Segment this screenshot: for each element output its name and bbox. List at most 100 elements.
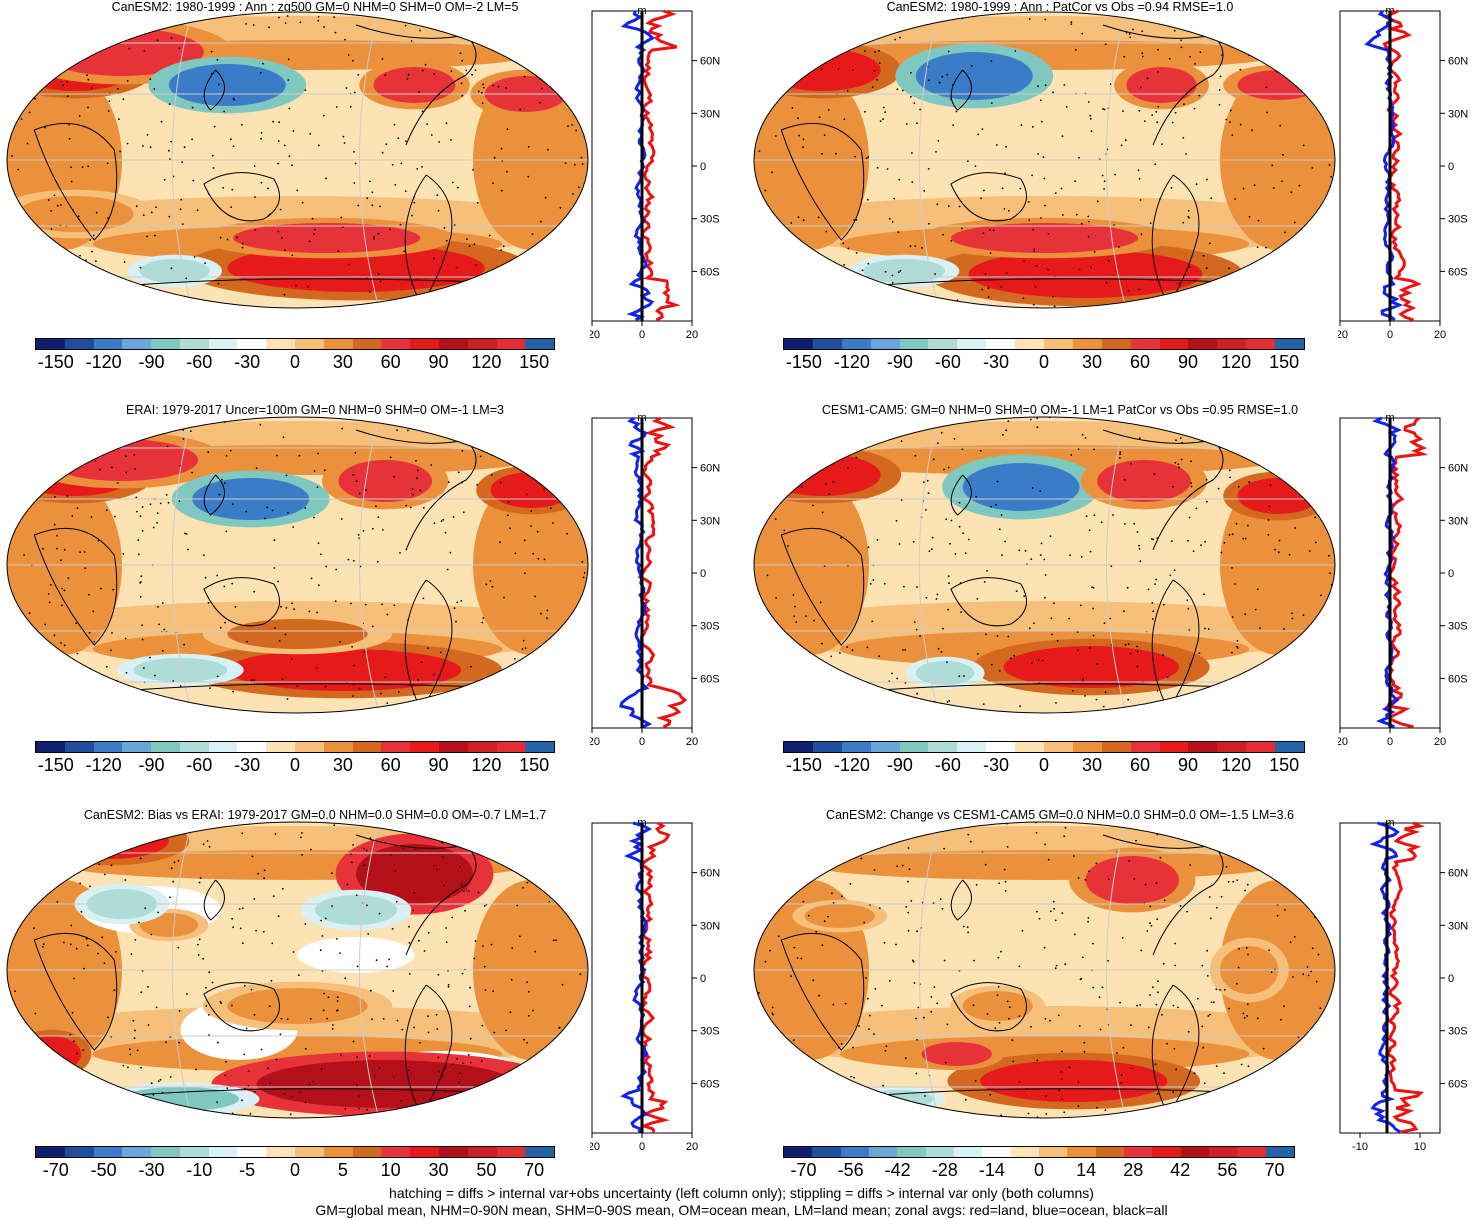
- zonal-land-line: [1382, 9, 1422, 322]
- field-contour: [1126, 67, 1197, 103]
- colorbar-swatch: [1038, 1147, 1068, 1157]
- colorbar-swatch: [323, 1147, 353, 1157]
- colorbar-swatch: [870, 742, 900, 752]
- colorbar-swatch: [323, 742, 353, 752]
- map-plot: [6, 416, 589, 714]
- zonal-y-tick-label: 30S: [700, 621, 720, 633]
- colorbar-label: 60: [1130, 352, 1151, 372]
- zonal-frame: [1339, 822, 1441, 1134]
- zonal-land-line: [1384, 821, 1425, 1134]
- field-contour: [915, 661, 975, 685]
- colorbar-swatch: [467, 742, 497, 752]
- colorbar-swatch: [1208, 1147, 1238, 1157]
- colorbar-label: 90: [428, 352, 449, 372]
- field-contour: [315, 895, 397, 925]
- panel-title: CanESM2: Bias vs ERAI: 1979-2017 GM=0.0 …: [83, 808, 547, 822]
- colorbar-swatch: [295, 1147, 324, 1157]
- colorbar-swatch: [784, 1147, 813, 1157]
- field-contour: [133, 658, 228, 682]
- zonal-y-tick-label: 30S: [700, 214, 720, 226]
- zonal-ocean-line: [620, 821, 653, 1133]
- colorbar-label: 120: [1221, 755, 1252, 775]
- colorbar-swatch: [953, 1147, 983, 1157]
- zonal-y-tick-label: 60N: [700, 463, 720, 475]
- colorbar-swatch: [812, 742, 842, 752]
- zonal-y-tick-label: 60N: [700, 868, 720, 880]
- field-contour: [804, 904, 875, 928]
- colorbar-swatch: [36, 742, 65, 752]
- zonal-x-tick-label: -10: [1352, 1141, 1368, 1153]
- zonal-x-tick-label: 20: [1434, 329, 1446, 341]
- zonal-x-tick-label: 20: [686, 329, 698, 341]
- field-contour: [915, 52, 1033, 100]
- field-contour: [921, 1042, 992, 1066]
- field-contour: [233, 223, 421, 253]
- colorbar-label: 42: [1170, 1160, 1191, 1180]
- colorbar-label: 60: [380, 755, 401, 775]
- colorbar-swatch: [525, 1147, 555, 1157]
- colorbar-swatch: [1246, 339, 1276, 349]
- colorbar-swatch: [410, 742, 439, 752]
- field-contour: [139, 913, 199, 937]
- colorbar-swatch: [840, 1147, 869, 1157]
- colorbar-label: -42: [884, 1160, 911, 1180]
- colorbar-swatch: [352, 1147, 382, 1157]
- colorbar-label: 0: [1038, 352, 1050, 372]
- zonal-y-tick-label: 30N: [700, 515, 720, 527]
- colorbar-swatch: [841, 339, 871, 349]
- colorbar-label: -30: [982, 352, 1009, 372]
- colorbar-swatch: [812, 339, 842, 349]
- field-contour: [168, 64, 286, 106]
- colorbar-swatch: [899, 742, 929, 752]
- field-contour: [962, 463, 1080, 511]
- colorbar-swatch: [438, 742, 468, 752]
- colorbar-label: 60: [1130, 755, 1151, 775]
- colorbar-swatch: [36, 1147, 65, 1157]
- zonal-x-tick-label: 0: [639, 736, 645, 748]
- colorbar-swatch: [208, 1147, 238, 1157]
- zonal-y-tick-label: 0: [700, 973, 706, 985]
- colorbar-label: -60: [186, 755, 213, 775]
- zonal-y-tick-label: 30S: [1448, 621, 1468, 633]
- colorbar-label: 150: [1269, 352, 1300, 372]
- colorbar-swatch: [237, 339, 267, 349]
- colorbar-label: -150: [37, 352, 74, 372]
- colorbar-swatch: [64, 1147, 94, 1157]
- coastlines: [780, 834, 1230, 1116]
- zonal-y-tick-label: 30S: [1448, 1026, 1468, 1038]
- colorbar-label: -60: [186, 352, 213, 372]
- map-outline: [6, 416, 589, 714]
- zonal-y-tick-label: 60N: [700, 56, 720, 68]
- zonal-y-tick-label: 60S: [700, 673, 720, 685]
- map-outline: [753, 11, 1336, 309]
- colorbar-label: 0: [289, 1160, 301, 1180]
- colorbar-swatch: [1095, 1147, 1124, 1157]
- colorbar-swatch: [928, 339, 958, 349]
- colorbar-label: -60: [934, 755, 961, 775]
- colorbar-label: -120: [833, 755, 870, 775]
- field-contour: [139, 259, 210, 283]
- colorbar-swatch: [986, 339, 1016, 349]
- colorbar-swatch: [1217, 742, 1247, 752]
- colorbar-label: -60: [934, 352, 961, 372]
- colorbar: [35, 338, 555, 350]
- colorbar-swatch: [1188, 339, 1218, 349]
- zonal-y-tick-label: 60S: [700, 1078, 720, 1090]
- field-contour: [1237, 478, 1320, 514]
- field-contour: [256, 1060, 514, 1108]
- zonal-unit: m: [1385, 820, 1394, 829]
- colorbar-swatch: [986, 742, 1016, 752]
- zonal-x-tick-label: -20: [590, 1141, 600, 1153]
- colorbar: [35, 1146, 555, 1158]
- colorbar-swatch: [525, 742, 555, 752]
- map-outline: [6, 821, 589, 1119]
- zonal-x-tick-label: -20: [1338, 329, 1348, 341]
- colorbar-swatch: [381, 742, 411, 752]
- map-outline: [753, 416, 1336, 714]
- zonal-land-line: [640, 9, 681, 322]
- colorbar-label: 50: [476, 1160, 497, 1180]
- colorbar-label: 30: [332, 352, 353, 372]
- zonal-y-tick-label: 60N: [1448, 56, 1468, 68]
